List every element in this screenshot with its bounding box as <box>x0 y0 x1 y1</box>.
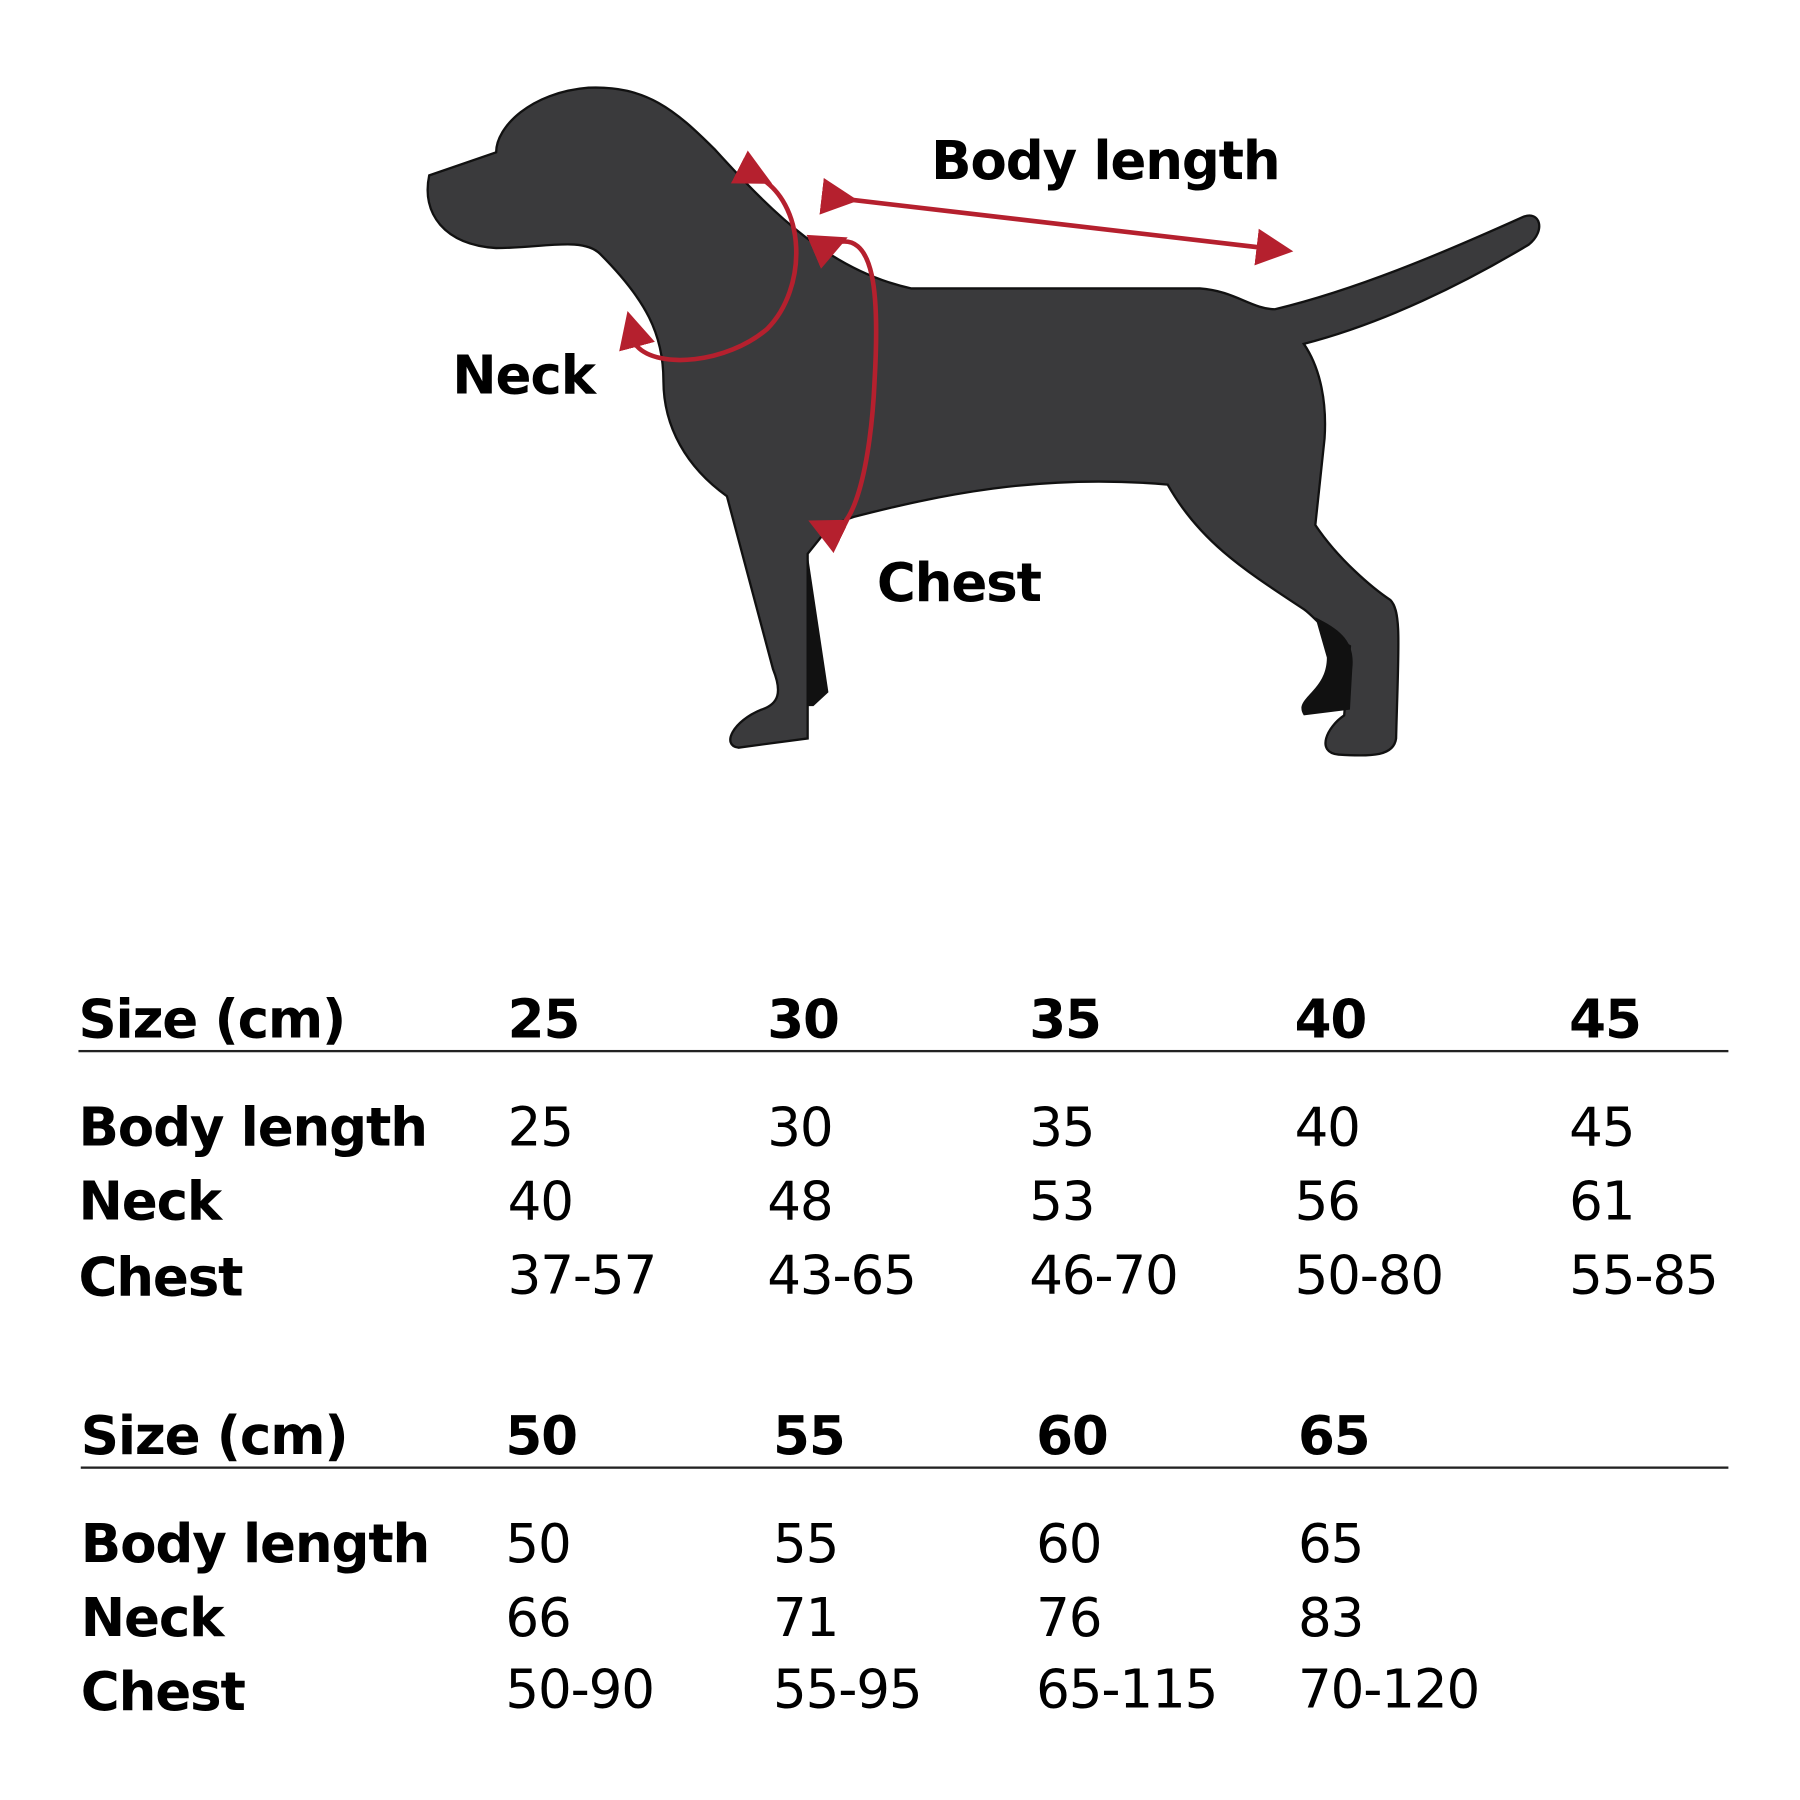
body-length-arrow <box>819 177 1294 266</box>
row-label: Neck <box>78 1169 222 1233</box>
row-label: Body length <box>78 1096 428 1159</box>
row-label: Neck <box>80 1586 225 1649</box>
cell: 76 <box>1036 1586 1102 1649</box>
cell: 25 <box>507 1096 574 1159</box>
size-header: 55 <box>773 1404 846 1467</box>
size-header: 40 <box>1294 987 1368 1050</box>
size-header: 45 <box>1569 987 1642 1050</box>
cell: 71 <box>773 1586 839 1649</box>
cell: 55 <box>773 1512 839 1575</box>
size-header: 35 <box>1029 987 1102 1050</box>
cell: 37-57 <box>507 1243 658 1307</box>
row-label: Chest <box>80 1660 246 1723</box>
cell: 53 <box>1029 1169 1095 1233</box>
cell: 40 <box>507 1169 574 1233</box>
size-header: 30 <box>767 987 840 1050</box>
cell: 65 <box>1298 1512 1364 1575</box>
row-label: Body length <box>80 1512 431 1575</box>
body-length-label: Body length <box>931 129 1281 192</box>
cell: 50 <box>505 1512 571 1575</box>
cell: 46-70 <box>1029 1243 1179 1307</box>
neck-arrow <box>619 150 799 363</box>
cell: 35 <box>1029 1096 1095 1159</box>
cell: 40 <box>1294 1096 1361 1159</box>
cell: 50-80 <box>1294 1243 1445 1307</box>
cell: 48 <box>767 1169 833 1233</box>
size-header: 25 <box>507 987 581 1050</box>
size-header: 60 <box>1036 1404 1109 1467</box>
cell: 45 <box>1569 1096 1635 1159</box>
size-header: 65 <box>1298 1404 1371 1467</box>
neck-label: Neck <box>452 343 596 407</box>
dog-far-hind-leg <box>1301 617 1353 716</box>
cell: 83 <box>1298 1586 1364 1649</box>
cell: 50-90 <box>505 1658 655 1721</box>
table-header-label: Size (cm) <box>78 987 346 1050</box>
row-label: Chest <box>78 1246 243 1309</box>
cell: 43-65 <box>767 1243 917 1307</box>
size-header: 50 <box>505 1404 578 1467</box>
cell: 55-85 <box>1569 1243 1719 1307</box>
chest-label: Chest <box>876 551 1042 614</box>
header-divider <box>80 1466 1729 1469</box>
cell: 70-120 <box>1298 1658 1480 1721</box>
cell: 56 <box>1294 1169 1361 1233</box>
cell: 65-115 <box>1036 1658 1218 1721</box>
table-header-label: Size (cm) <box>80 1404 349 1467</box>
cell: 55-95 <box>773 1658 923 1721</box>
dog-diagram <box>426 86 1541 757</box>
header-divider <box>78 1049 1729 1053</box>
cell: 30 <box>767 1096 833 1159</box>
cell: 66 <box>505 1586 571 1649</box>
dog-far-leg-shadow <box>807 553 829 707</box>
cell: 61 <box>1569 1169 1635 1233</box>
cell: 60 <box>1036 1512 1102 1575</box>
